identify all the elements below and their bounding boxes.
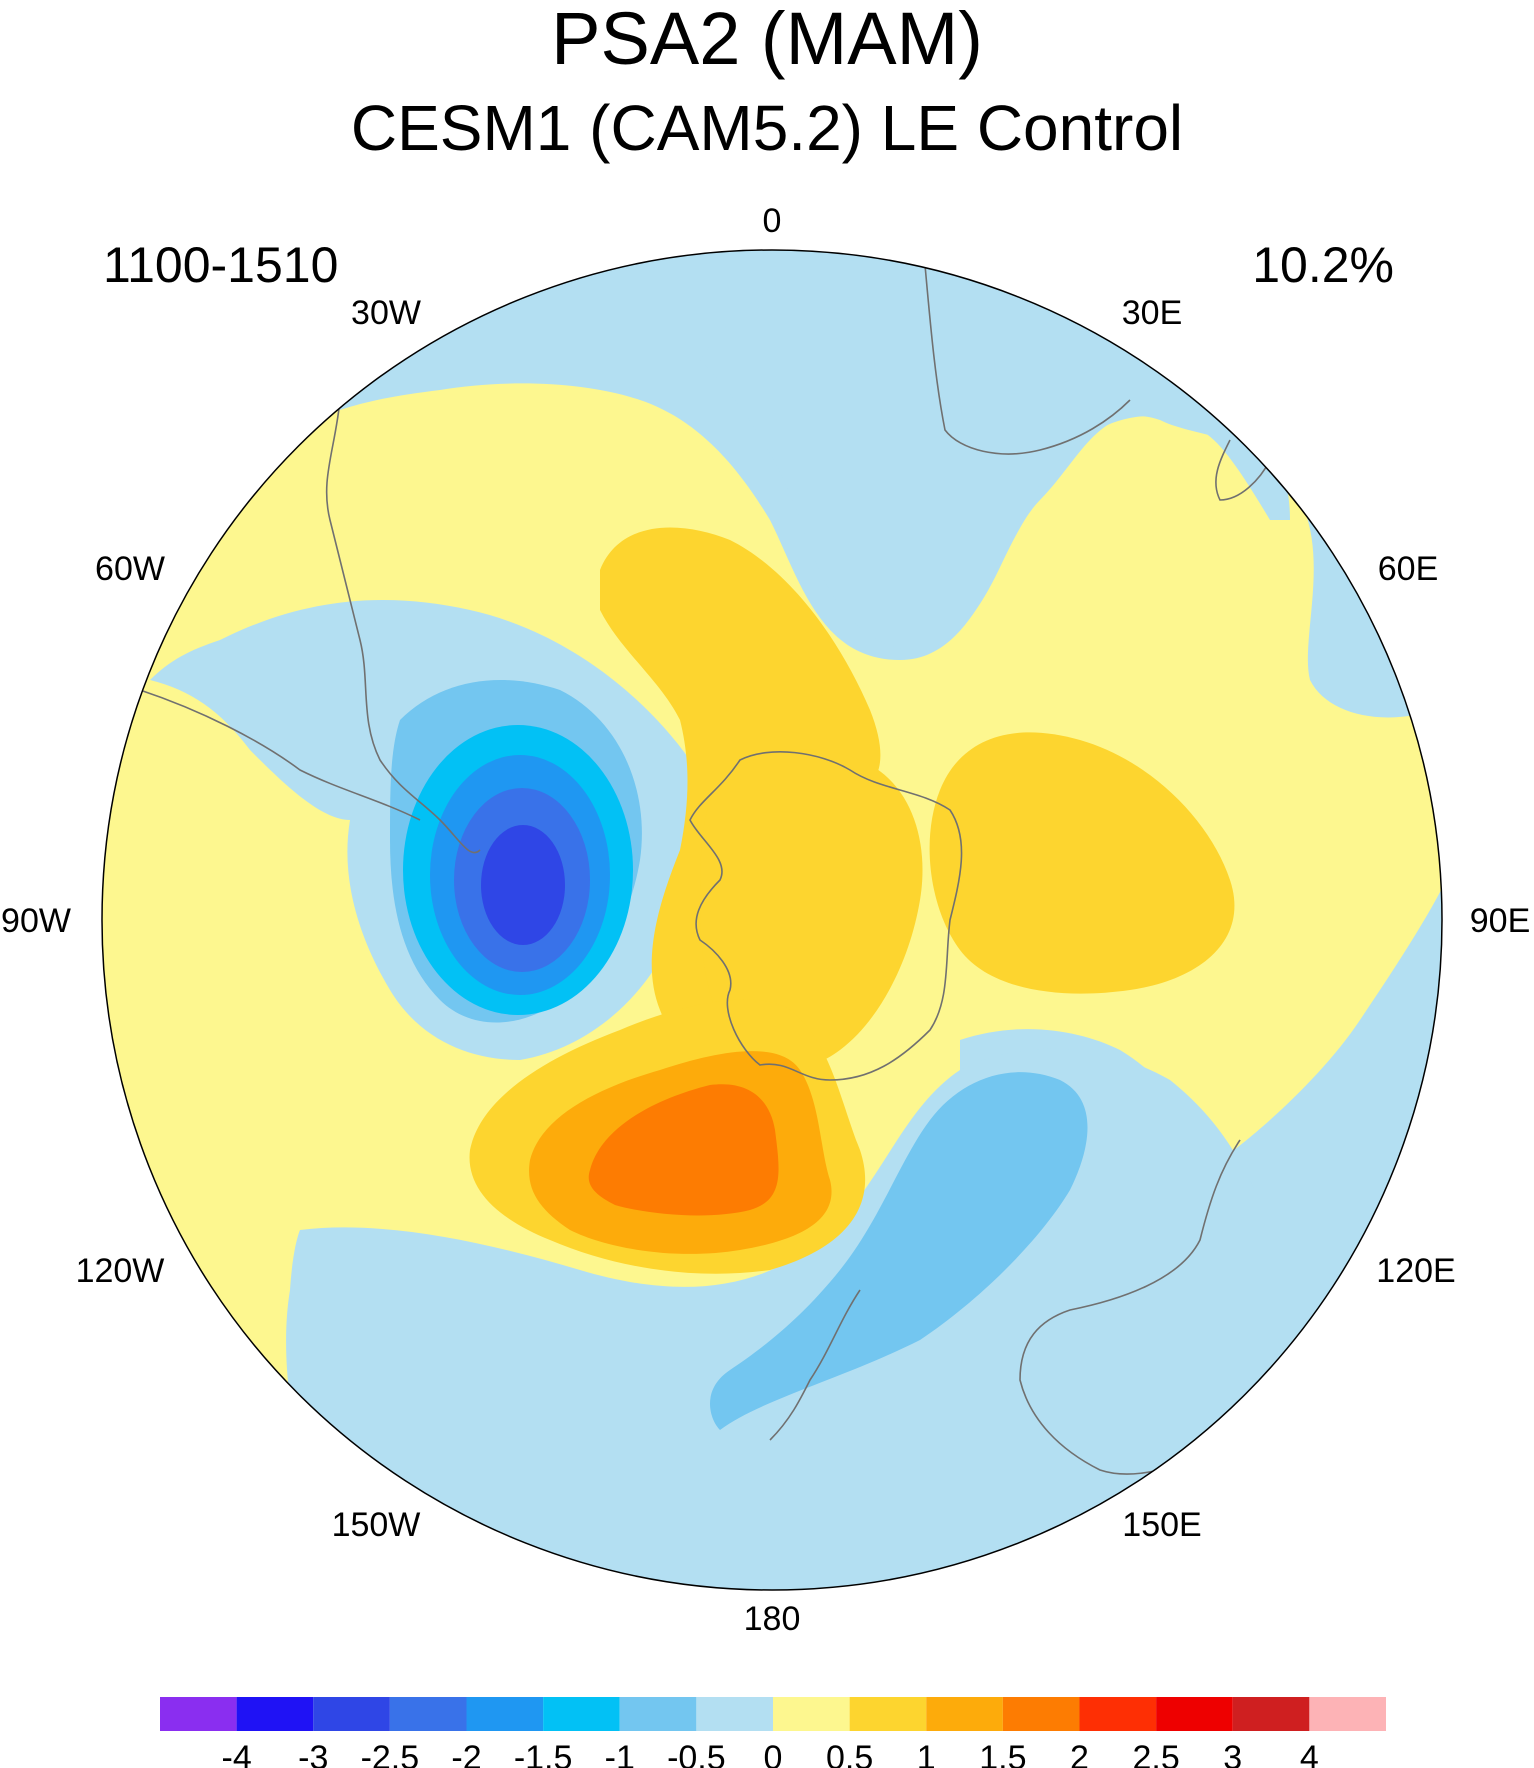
coastline-madagascar bbox=[1215, 439, 1271, 501]
coastline-south-america bbox=[325, 399, 481, 854]
colorbar-swatch bbox=[926, 1697, 1003, 1731]
region-pos-1-5 bbox=[588, 1084, 779, 1216]
colorbar-tick-label: 2.5 bbox=[1132, 1739, 1179, 1768]
colorbar-tick-label: -2.5 bbox=[361, 1739, 420, 1768]
colorbar-swatch bbox=[1079, 1697, 1157, 1731]
colorbar-tick-label: -1.5 bbox=[514, 1739, 573, 1768]
colorbar: -4 -3 -2.5 -2 -1.5 -1 -0.5 0 0.5 1 1.5 2 2.5 3 4 bbox=[160, 1697, 1386, 1768]
lon-label-90w: 90W bbox=[1, 902, 71, 940]
colorbar-swatch bbox=[1002, 1697, 1080, 1731]
map-border bbox=[101, 249, 1443, 1591]
longitude-labels: 0 30E 60E 90E 120E 150E 180 150W 120W 90… bbox=[1, 202, 1530, 1638]
colorbar-tick-label: -2 bbox=[451, 1739, 481, 1768]
colorbar-swatch bbox=[619, 1697, 697, 1731]
colorbar-swatch bbox=[1156, 1697, 1233, 1731]
colorbar-swatch bbox=[543, 1697, 620, 1731]
lon-label-180: 180 bbox=[744, 1600, 801, 1638]
lon-label-120e: 120E bbox=[1376, 1252, 1455, 1290]
colorbar-tick-label: -0.5 bbox=[667, 1739, 726, 1768]
lon-label-150w: 150W bbox=[332, 1506, 421, 1544]
colorbar-swatch bbox=[236, 1697, 314, 1731]
colorbar-swatch bbox=[313, 1697, 390, 1731]
variance-percent-label: 10.2% bbox=[1252, 237, 1394, 293]
colorbar-tick-label: 1.5 bbox=[979, 1739, 1026, 1768]
colorbar-swatch bbox=[849, 1697, 927, 1731]
region-neg-1-bottom-right bbox=[710, 1072, 1088, 1430]
colorbar-tick-label: 0.5 bbox=[826, 1739, 873, 1768]
colorbar-swatch bbox=[1232, 1697, 1310, 1731]
colorbar-swatch bbox=[160, 1697, 237, 1731]
region-pos-0-5-antarctica bbox=[700, 749, 923, 1069]
colorbar-tick-label: 2 bbox=[1070, 1739, 1089, 1768]
lon-label-120w: 120W bbox=[76, 1252, 165, 1290]
colorbar-swatch bbox=[696, 1697, 773, 1731]
colorbar-tick-label: 1 bbox=[917, 1739, 936, 1768]
lon-label-0: 0 bbox=[763, 202, 782, 240]
coastline-antarctica bbox=[689, 751, 963, 1081]
lon-label-60e: 60E bbox=[1378, 550, 1439, 588]
lon-label-60w: 60W bbox=[95, 550, 165, 588]
colorbar-tick-label: 4 bbox=[1300, 1739, 1319, 1768]
chart-title: PSA2 (MAM) bbox=[551, 0, 983, 80]
colorbar-tick-label: -4 bbox=[222, 1739, 252, 1768]
region-neg-3 bbox=[481, 825, 565, 945]
lon-label-30w: 30W bbox=[351, 294, 421, 332]
colorbar-swatch bbox=[389, 1697, 467, 1731]
region-pos-0-5-right bbox=[929, 732, 1235, 994]
map-disk bbox=[102, 250, 1442, 1590]
lon-label-90e: 90E bbox=[1470, 902, 1531, 940]
coastline-new-zealand bbox=[769, 1289, 861, 1441]
colorbar-tick-label: -1 bbox=[605, 1739, 635, 1768]
chart-subtitle: CESM1 (CAM5.2) LE Control bbox=[350, 92, 1184, 164]
lon-label-150e: 150E bbox=[1122, 1506, 1201, 1544]
colorbar-tick-label: -3 bbox=[298, 1739, 328, 1768]
colorbar-tick-label: 3 bbox=[1223, 1739, 1242, 1768]
colorbar-swatch bbox=[466, 1697, 544, 1731]
coastline-south-america-west bbox=[139, 689, 421, 821]
colorbar-tick-label: 0 bbox=[764, 1739, 783, 1768]
period-label: 1100-1510 bbox=[103, 237, 339, 293]
coastline-africa bbox=[924, 264, 1131, 455]
colorbar-swatch bbox=[773, 1697, 850, 1731]
colorbar-swatch bbox=[1309, 1697, 1386, 1731]
lon-label-30e: 30E bbox=[1122, 294, 1183, 332]
